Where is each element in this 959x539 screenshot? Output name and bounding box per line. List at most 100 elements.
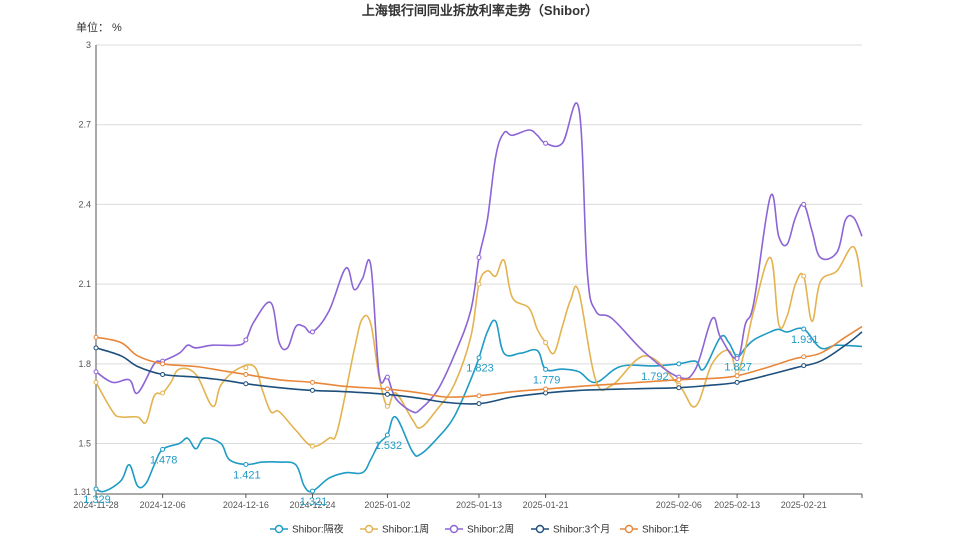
series-markers xyxy=(93,140,807,494)
y-tick-label: 2.7 xyxy=(78,120,91,130)
y-unit-label: 单位： % xyxy=(76,20,122,34)
series-marker-3 xyxy=(384,391,390,397)
series-marker-4 xyxy=(676,377,682,383)
legend-swatch-marker xyxy=(535,524,545,534)
series-marker-3 xyxy=(476,401,482,407)
series-marker-3 xyxy=(93,345,99,351)
series-line-0 xyxy=(95,319,863,493)
x-tick-label: 2025-02-13 xyxy=(714,500,760,510)
x-axis-tick-labels: 2024-11-28 2024-12-06 2024-12-16 2024-12-24… xyxy=(73,500,826,510)
x-tick-label: 2025-02-21 xyxy=(781,500,827,510)
legend-swatch-marker xyxy=(449,524,459,534)
y-tick-label: 3 xyxy=(86,40,91,50)
series-marker-1 xyxy=(160,390,166,396)
series-marker-3 xyxy=(734,379,740,385)
legend-item-0[interactable]: Shibor:隔夜 xyxy=(270,523,344,536)
x-tick-label: 2025-01-02 xyxy=(364,500,410,510)
series-marker-1 xyxy=(384,403,390,409)
series-marker-1 xyxy=(476,281,482,287)
x-tick-label: 2025-01-13 xyxy=(456,500,502,510)
series-line-4 xyxy=(95,325,863,398)
series-marker-2 xyxy=(384,374,390,380)
legend-item-2[interactable]: Shibor:2周 xyxy=(445,524,514,536)
series-marker-1 xyxy=(801,273,807,279)
series-line-1 xyxy=(95,246,863,448)
data-label: 1.532 xyxy=(375,440,403,452)
legend-label: Shibor:隔夜 xyxy=(292,523,344,536)
series-marker-2 xyxy=(243,337,249,343)
series-marker-3 xyxy=(243,381,249,387)
series-marker-2 xyxy=(93,369,99,375)
legend-label: Shibor:1周 xyxy=(382,524,429,536)
y-tick-label: 2.1 xyxy=(78,279,91,289)
data-label: 1.321 xyxy=(300,496,328,508)
y-tick-label: 1.8 xyxy=(78,359,91,369)
series-marker-1 xyxy=(93,379,99,385)
legend-swatch-marker xyxy=(364,524,374,534)
legend-swatch-marker xyxy=(274,524,284,534)
series-marker-3 xyxy=(801,363,807,369)
series-lines xyxy=(95,102,863,493)
x-tick-label: 2024-12-24 xyxy=(289,500,335,510)
series-marker-0 xyxy=(543,366,549,372)
data-label: 1.329 xyxy=(83,494,111,506)
chart-title: 上海银行间同业拆放利率走势（Shibor） xyxy=(362,3,598,18)
y-tick-label: 2.4 xyxy=(78,199,91,209)
series-marker-0 xyxy=(309,488,315,494)
data-label: 1.421 xyxy=(233,470,261,482)
x-tick-label: 2024-12-16 xyxy=(223,500,269,510)
legend-label: Shibor:2周 xyxy=(467,524,514,536)
series-marker-4 xyxy=(801,354,807,360)
series-marker-3 xyxy=(160,371,166,377)
series-marker-2 xyxy=(476,255,482,261)
series-marker-0 xyxy=(476,355,482,361)
series-marker-0 xyxy=(160,446,166,452)
y-tick-label: 1.5 xyxy=(78,439,91,449)
series-marker-4 xyxy=(160,361,166,367)
series-marker-4 xyxy=(384,386,390,392)
series-marker-3 xyxy=(676,385,682,391)
legend-item-4[interactable]: Shibor:1年 xyxy=(620,523,689,536)
series-marker-3 xyxy=(543,390,549,396)
series-marker-0 xyxy=(93,486,99,492)
data-label: 1.827 xyxy=(724,362,752,374)
legend-item-1[interactable]: Shibor:1周 xyxy=(360,524,429,536)
x-tick-label: 2025-01-21 xyxy=(523,500,569,510)
legend-swatch-marker xyxy=(624,524,634,534)
series-marker-4 xyxy=(243,371,249,377)
series-marker-4 xyxy=(309,379,315,385)
series-marker-4 xyxy=(93,334,99,340)
data-label: 1.931 xyxy=(791,334,819,346)
gridlines xyxy=(96,44,862,445)
series-marker-2 xyxy=(309,329,315,335)
series-marker-2 xyxy=(734,356,740,362)
x-tick-label: 2025-02-06 xyxy=(656,500,702,510)
series-marker-2 xyxy=(801,201,807,207)
series-marker-1 xyxy=(309,443,315,449)
series-marker-4 xyxy=(734,373,740,379)
series-line-3 xyxy=(95,331,863,405)
series-marker-1 xyxy=(243,365,249,371)
data-label: 1.478 xyxy=(150,454,178,466)
series-marker-2 xyxy=(543,140,549,146)
series-marker-0 xyxy=(384,432,390,438)
data-label: 1.823 xyxy=(466,363,494,375)
data-label: 1.779 xyxy=(533,374,561,386)
axes xyxy=(95,45,863,498)
series-marker-0 xyxy=(801,326,807,332)
legend[interactable]: Shibor:隔夜 Shibor:1周 Shibor:2周 Shibor:3个月 Shi… xyxy=(270,523,689,536)
y-tick-label: 1.31 xyxy=(73,487,91,497)
data-labels: 1.329 1.478 1.421 1.321 1.532 1.823 1.779 1.792… xyxy=(83,334,818,508)
legend-label: Shibor:1年 xyxy=(642,523,689,536)
series-marker-0 xyxy=(243,462,249,468)
data-label: 1.792 xyxy=(641,371,669,383)
x-tick-label: 2024-11-28 xyxy=(73,500,118,510)
series-marker-0 xyxy=(676,361,682,367)
y-axis-tick-labels: 1.31 1.5 1.8 2.1 2.4 2.7 3 xyxy=(73,40,91,497)
series-marker-3 xyxy=(309,387,315,393)
series-marker-4 xyxy=(476,393,482,399)
legend-label: Shibor:3个月 xyxy=(553,524,610,536)
series-marker-4 xyxy=(543,386,549,392)
legend-item-3[interactable]: Shibor:3个月 xyxy=(531,524,610,536)
series-marker-1 xyxy=(543,340,549,346)
